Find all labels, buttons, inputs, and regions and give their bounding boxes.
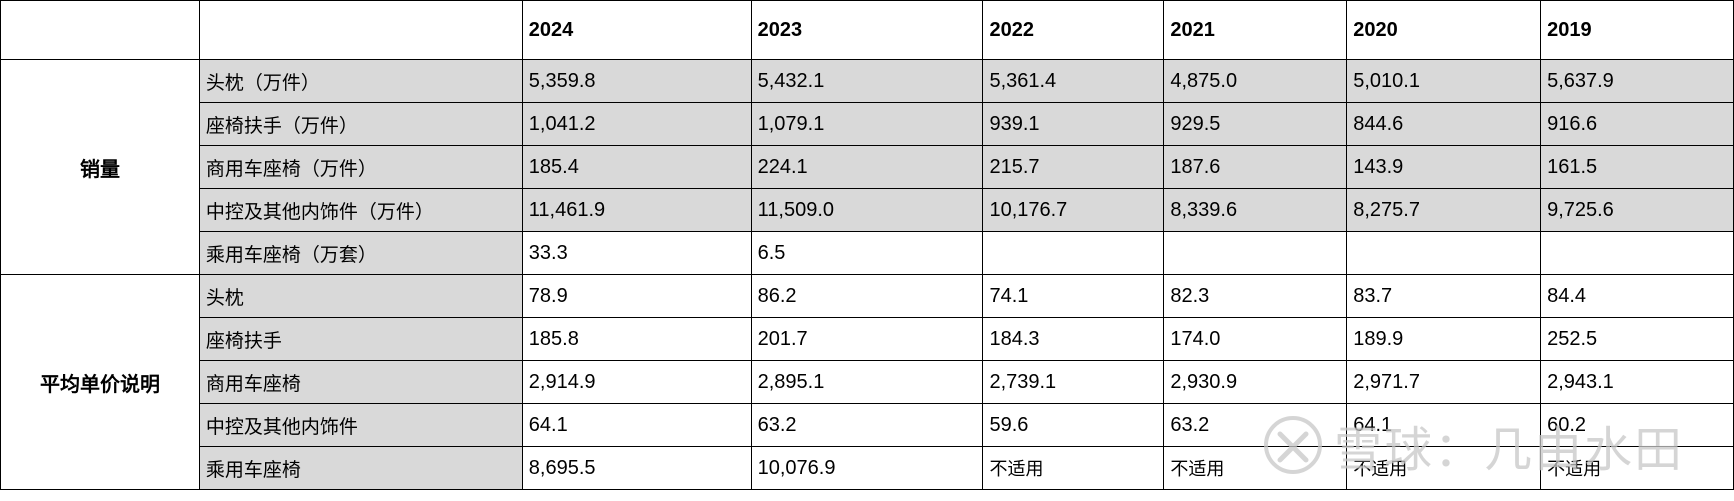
value-cell: 5,361.4: [982, 59, 1165, 103]
value-cell: 187.6: [1163, 145, 1348, 189]
value-cell: 6.5: [750, 231, 984, 275]
value-cell: 2,943.1: [1540, 360, 1734, 404]
row-label: 商用车座椅: [198, 360, 523, 404]
row-label: 商用车座椅（万件）: [198, 145, 523, 189]
value-cell: 2,914.9: [521, 360, 752, 404]
row-label: 乘用车座椅（万套）: [198, 231, 523, 275]
row-label: 乘用车座椅: [198, 446, 523, 490]
sales-row: 中控及其他内饰件（万件） 11,461.9 11,509.0 10,176.7 8,33…: [1, 188, 1734, 232]
value-cell: 2,895.1: [750, 360, 984, 404]
value-cell: 78.9: [521, 274, 752, 318]
sales-row: 乘用车座椅（万套） 33.3 6.5: [1, 231, 1734, 275]
header-empty-cell: [198, 0, 523, 60]
value-cell: 11,509.0: [750, 188, 984, 232]
price-row: 平均单价说明 头枕 78.9 86.2 74.1 82.3 83.7 84.4: [0, 274, 1734, 490]
value-cell: 161.5: [1540, 145, 1734, 189]
value-cell: 189.9: [1346, 317, 1542, 361]
year-header: 2019: [1540, 0, 1734, 60]
value-cell: 1,079.1: [750, 102, 984, 146]
year-header: 2021: [1163, 0, 1348, 60]
row-label: 座椅扶手（万件）: [198, 102, 523, 146]
value-cell: 33.3: [521, 231, 752, 275]
price-row: 座椅扶手 185.8 201.7 184.3 174.0 189.9 252.5: [1, 317, 1734, 361]
value-cell: 11,461.9: [521, 188, 752, 232]
value-cell: 215.7: [982, 145, 1165, 189]
row-label: 中控及其他内饰件（万件）: [198, 188, 523, 232]
value-cell: 252.5: [1540, 317, 1734, 361]
value-cell: 不适用: [1540, 446, 1734, 490]
price-row: 商用车座椅 2,914.9 2,895.1 2,739.1 2,930.9 2,971.7…: [1, 360, 1734, 404]
value-cell: [1163, 231, 1348, 275]
sales-row: 座椅扶手（万件） 1,041.2 1,079.1 939.1 929.5 844.6 916…: [1, 102, 1734, 146]
row-label: 座椅扶手: [198, 317, 523, 361]
price-group-label: 平均单价说明: [0, 274, 200, 490]
sales-group-label: 销量: [0, 59, 200, 275]
row-label: 头枕: [198, 274, 523, 318]
value-cell: 844.6: [1346, 102, 1542, 146]
value-cell: 84.4: [1540, 274, 1734, 318]
price-row: 乘用车座椅 8,695.5 10,076.9 不适用 不适用 不适用 不适用: [1, 446, 1734, 490]
value-cell: 10,076.9: [750, 446, 984, 490]
value-cell: 4,875.0: [1163, 59, 1348, 103]
value-cell: 8,275.7: [1346, 188, 1542, 232]
value-cell: 929.5: [1163, 102, 1348, 146]
value-cell: 10,176.7: [982, 188, 1165, 232]
value-cell: 63.2: [750, 403, 984, 447]
year-header: 2022: [982, 0, 1165, 60]
data-table: 2024 2023 2022 2021 2020 2019 销量 头枕（万件） 5,…: [0, 0, 1734, 490]
value-cell: 939.1: [982, 102, 1165, 146]
value-cell: 83.7: [1346, 274, 1542, 318]
header-row: 2024 2023 2022 2021 2020 2019: [0, 0, 1734, 60]
sales-row: 销量 头枕（万件） 5,359.8 5,432.1 5,361.4 4,875.0 5,01…: [0, 59, 1734, 275]
value-cell: [1540, 231, 1734, 275]
value-cell: 2,739.1: [982, 360, 1165, 404]
row-label: 头枕（万件）: [198, 59, 523, 103]
value-cell: 185.8: [521, 317, 752, 361]
value-cell: 不适用: [982, 446, 1165, 490]
header-empty-cell: [0, 0, 200, 60]
value-cell: 1,041.2: [521, 102, 752, 146]
price-row: 中控及其他内饰件 64.1 63.2 59.6 63.2 64.1 60.2: [1, 403, 1734, 447]
value-cell: 64.1: [521, 403, 752, 447]
year-header: 2024: [521, 0, 752, 60]
value-cell: 60.2: [1540, 403, 1734, 447]
value-cell: 2,930.9: [1163, 360, 1348, 404]
value-cell: 82.3: [1163, 274, 1348, 318]
value-cell: 9,725.6: [1540, 188, 1734, 232]
sales-row: 商用车座椅（万件） 185.4 224.1 215.7 187.6 143.9 161.5: [1, 145, 1734, 189]
value-cell: 86.2: [750, 274, 984, 318]
value-cell: 8,695.5: [521, 446, 752, 490]
value-cell: 5,432.1: [750, 59, 984, 103]
value-cell: [1346, 231, 1542, 275]
value-cell: 8,339.6: [1163, 188, 1348, 232]
value-cell: 184.3: [982, 317, 1165, 361]
value-cell: 224.1: [750, 145, 984, 189]
value-cell: 不适用: [1163, 446, 1348, 490]
value-cell: 174.0: [1163, 317, 1348, 361]
value-cell: 64.1: [1346, 403, 1542, 447]
value-cell: 2,971.7: [1346, 360, 1542, 404]
value-cell: [982, 231, 1165, 275]
year-header: 2023: [750, 0, 984, 60]
value-cell: 63.2: [1163, 403, 1348, 447]
value-cell: 不适用: [1346, 446, 1542, 490]
value-cell: 5,010.1: [1346, 59, 1542, 103]
year-header: 2020: [1346, 0, 1542, 60]
value-cell: 201.7: [750, 317, 984, 361]
value-cell: 5,359.8: [521, 59, 752, 103]
row-label: 中控及其他内饰件: [198, 403, 523, 447]
value-cell: 5,637.9: [1540, 59, 1734, 103]
value-cell: 74.1: [982, 274, 1165, 318]
value-cell: 59.6: [982, 403, 1165, 447]
value-cell: 185.4: [521, 145, 752, 189]
value-cell: 143.9: [1346, 145, 1542, 189]
value-cell: 916.6: [1540, 102, 1734, 146]
